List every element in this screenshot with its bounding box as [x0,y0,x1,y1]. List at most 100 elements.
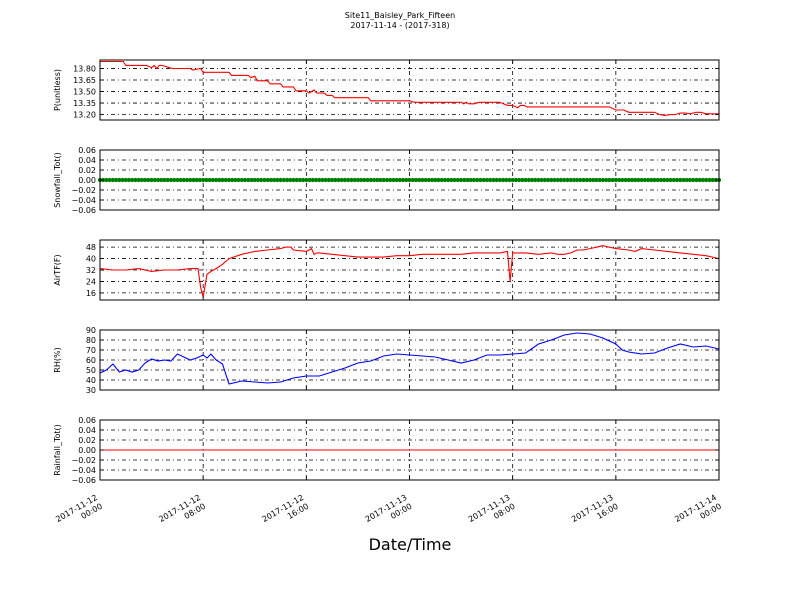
y-tick-label: 0.00 [78,446,96,455]
series-point-snowfall [707,177,712,183]
series-point-snowfall [130,177,135,183]
figure-subtitle: 2017-11-14 - (2017-318) [350,21,450,30]
series-point-snowfall [552,177,557,183]
series-point-snowfall [671,177,676,183]
series-point-snowfall [674,177,680,183]
x-tick-label: 2017-11-1216:00 [261,493,311,533]
series-point-snowfall [149,177,154,183]
series-point-snowfall [452,177,457,183]
series-point-snowfall [197,177,203,183]
series-point-snowfall [704,177,709,183]
series-point-snowfall [546,177,551,183]
series-point-snowfall [313,177,319,183]
series-point-snowfall [446,177,451,183]
series-point-snowfall [439,177,444,183]
series-point-snowfall [294,177,299,183]
series-point-snowfall [678,177,683,183]
series-point-snowfall [442,177,448,183]
series-point-snowfall [397,177,402,183]
series-point-snowfall [107,177,112,183]
series-point-snowfall [117,177,122,183]
series-point-snowfall [533,177,538,183]
series-point-snowfall [120,177,125,183]
series-point-snowfall [426,177,431,183]
y-tick-label: 16 [86,289,96,298]
series-point-snowfall [365,177,370,183]
series-point-snowfall [291,177,296,183]
series-point-snowfall [320,177,325,183]
series-point-snowfall [371,177,377,183]
series-point-snowfall [584,177,589,183]
series-point-snowfall [520,177,525,183]
y-tick-label: 13.20 [73,111,96,120]
y-tick-label: 48 [86,243,96,252]
series-point-snowfall [513,177,518,183]
series-point-snowfall [529,177,535,183]
series-point-snowfall [301,177,306,183]
series-point-snowfall [213,177,219,183]
series-point-snowfall [310,177,315,183]
series-point-snowfall [233,177,238,183]
series-point-snowfall [407,177,412,183]
series-point-snowfall [191,177,196,183]
series-point-snowfall [600,177,606,183]
series-point-snowfall [281,177,286,183]
series-point-snowfall [378,177,383,183]
series-point-snowfall [604,177,609,183]
series-point-snowfall [172,177,177,183]
series-point-snowfall [491,177,496,183]
panel-airtemp: 16 24 32 40 48 AirTF(F) [53,239,720,301]
series-point-snowfall [271,177,277,183]
series-point-snowfall [623,177,628,183]
series-point-snowfall [642,177,647,183]
series-point-snowfall [449,177,454,183]
y-axis-label-snowfall: Snowfall_Tot() [53,152,62,208]
series-point-snowfall [391,177,396,183]
series-point-snowfall [394,177,399,183]
x-tick-label: 2017-11-1208:00 [157,493,207,533]
series-point-snowfall [539,177,544,183]
series-point-snowfall [504,177,509,183]
y-tick-label: 24 [86,277,96,286]
series-point-snowfall [133,177,138,183]
series-point-snowfall [417,177,422,183]
series-point-snowfall [633,177,638,183]
series-line-pressure [100,60,719,116]
series-point-snowfall [542,177,548,183]
series-point-snowfall [423,177,428,183]
y-tick-label: −0.04 [71,196,96,205]
y-tick-label: 60 [86,356,96,365]
series-point-snowfall [368,177,373,183]
series-point-snowfall [162,177,167,183]
series-point-snowfall [362,177,367,183]
series-point-snowfall [665,177,670,183]
series-point-snowfall [507,177,512,183]
series-point-snowfall [691,177,696,183]
series-point-snowfall [217,177,222,183]
y-tick-label: 50 [86,366,96,375]
series-point-snowfall [242,177,248,183]
series-point-snowfall [591,177,596,183]
series-point-snowfall [104,177,109,183]
series-point-snowfall [475,177,480,183]
series-point-snowfall [549,177,554,183]
y-tick-label: 13.50 [73,88,96,97]
series-point-snowfall [239,177,244,183]
series-point-snowfall [639,177,644,183]
series-point-snowfall [694,177,699,183]
series-point-snowfall [143,177,148,183]
series-point-snowfall [433,177,438,183]
series-point-snowfall [613,177,618,183]
panel-rainfall: −0.06−0.04−0.020.000.020.040.06 Rainfall_… [53,416,720,485]
series-point-snowfall [626,177,631,183]
y-tick-label: 0.04 [78,426,96,435]
y-tick-label: 0.06 [78,146,96,155]
series-point-snowfall [255,177,261,183]
y-tick-label: 90 [86,326,96,335]
series-point-snowfall [455,177,460,183]
series-point-snowfall [230,177,235,183]
series-point-snowfall [165,177,170,183]
series-point-snowfall [681,177,686,183]
y-axis-label-rainfall: Rainfall_Tot() [53,424,62,476]
